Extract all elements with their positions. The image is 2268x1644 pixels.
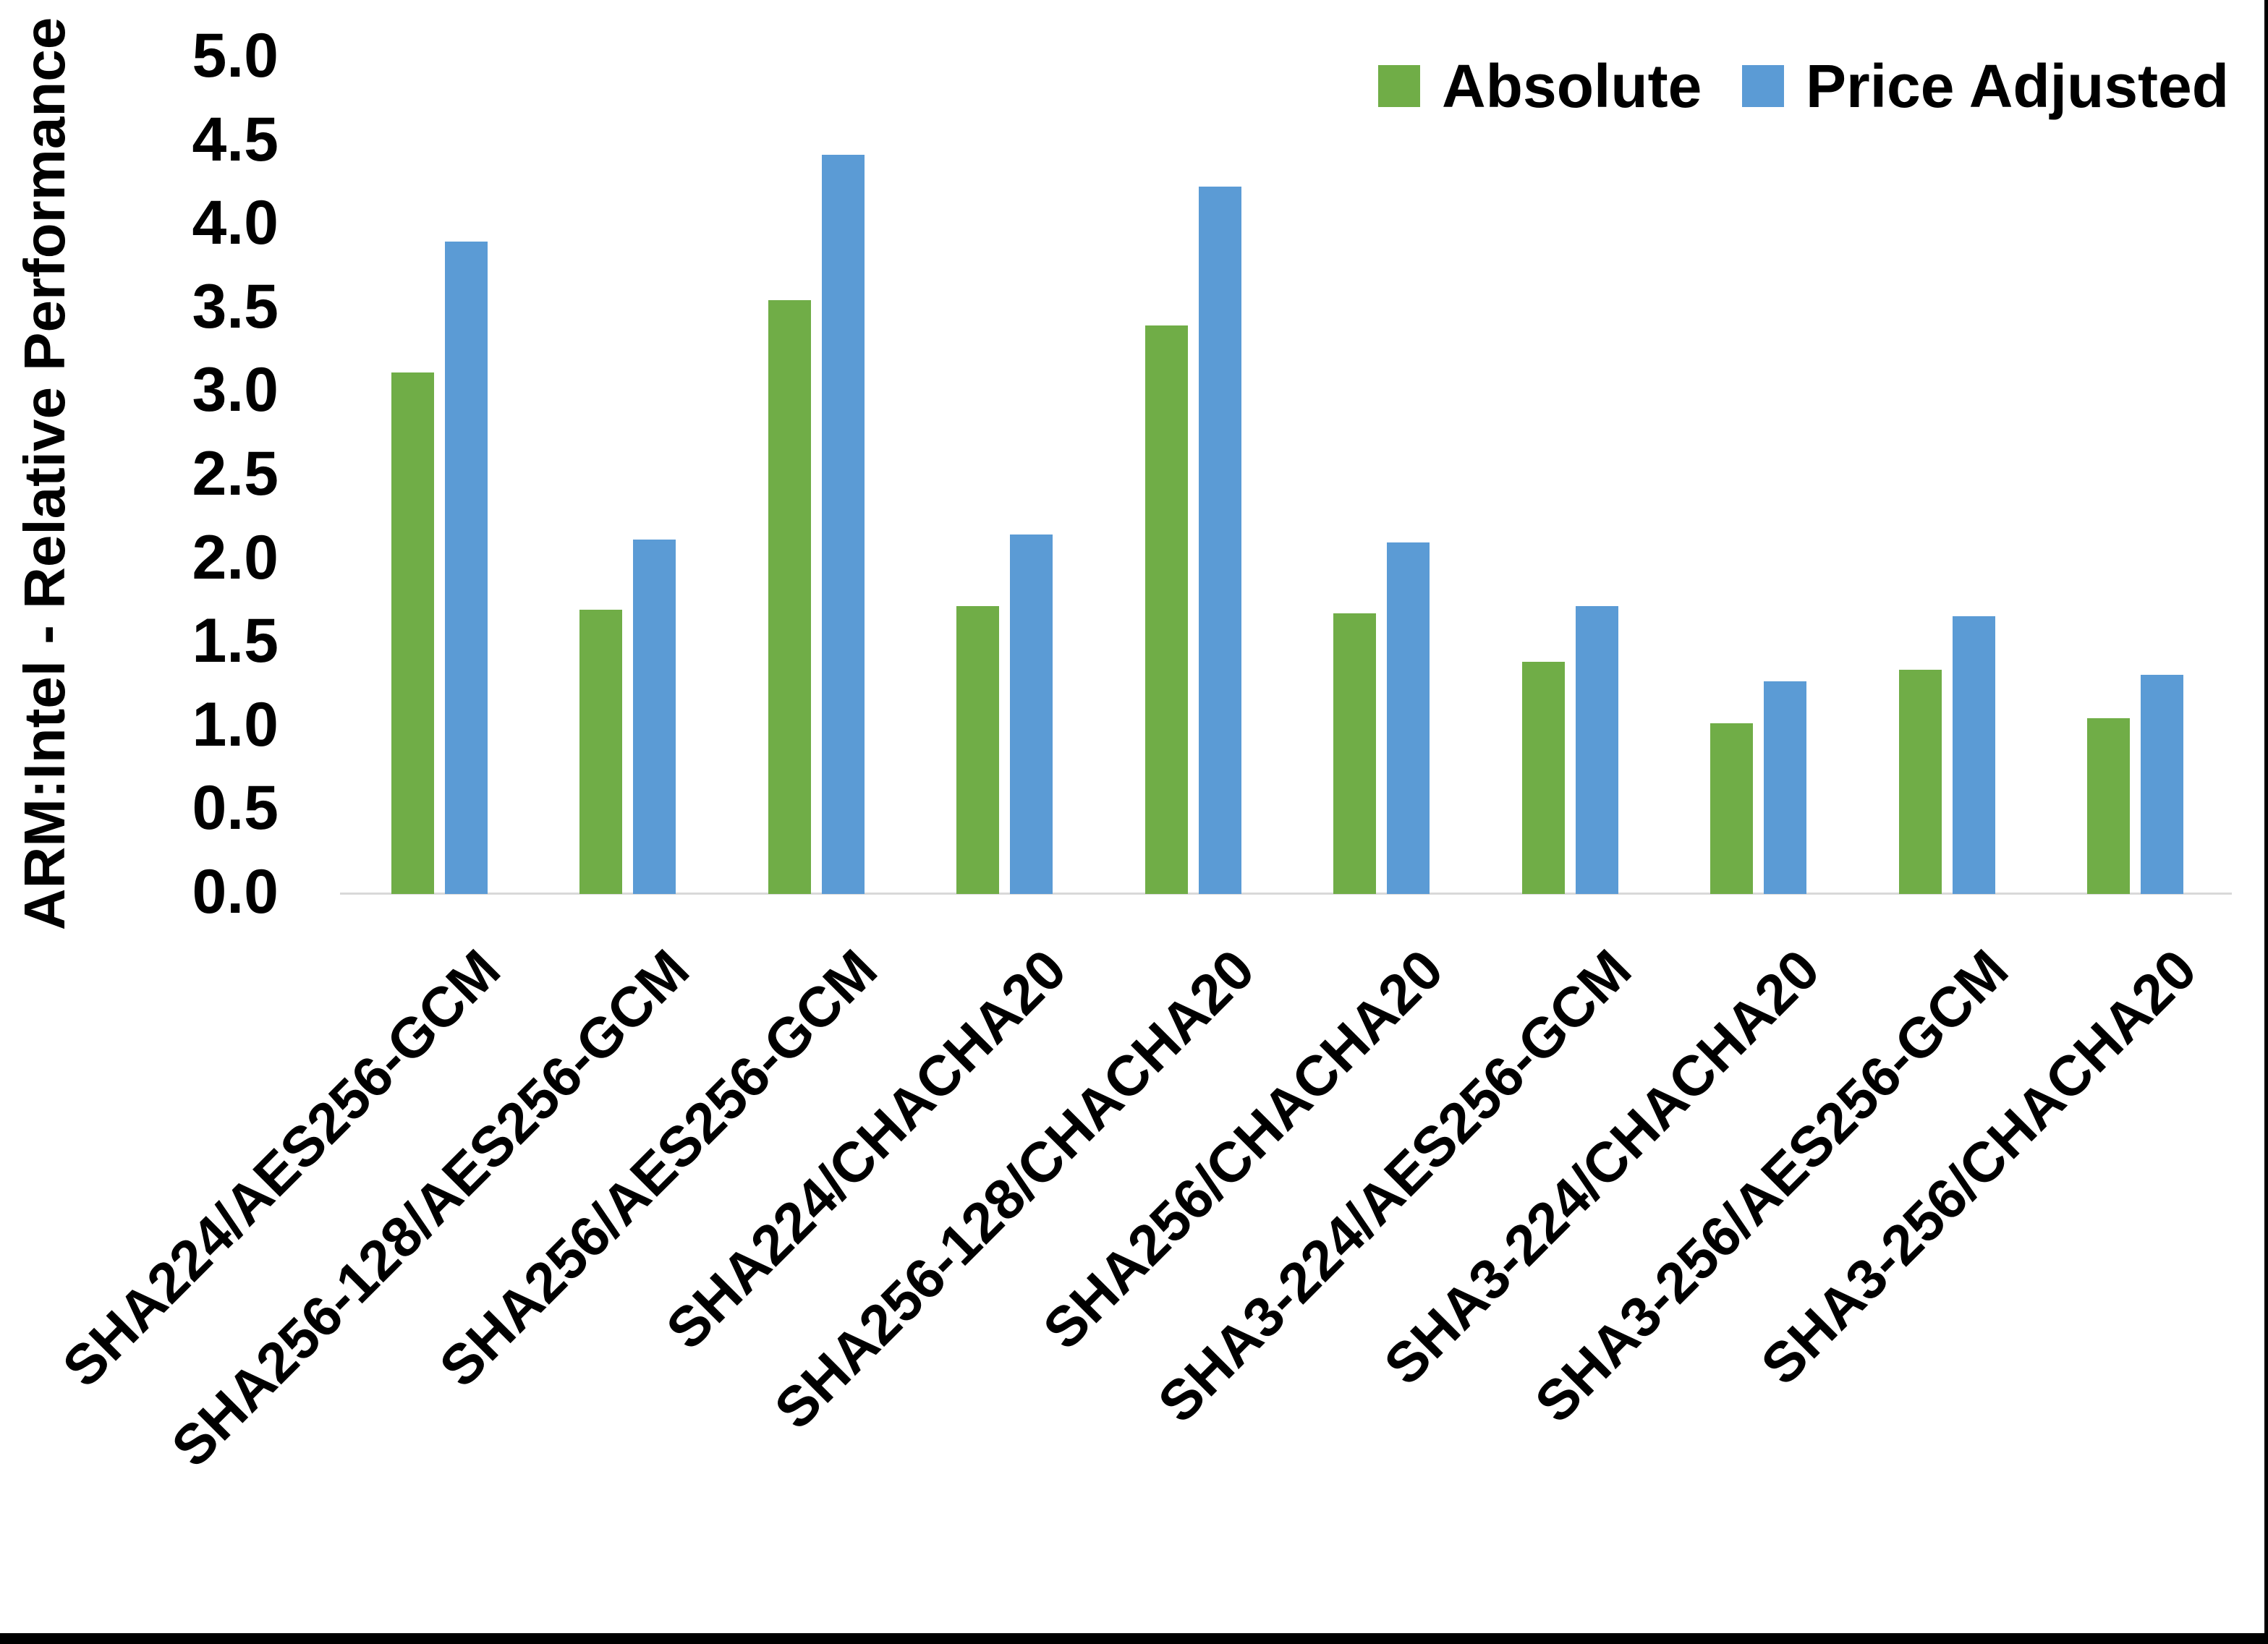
bar-absolute-SHA3-256/CHACHA20 — [2087, 718, 2130, 894]
frame-right-border — [2264, 0, 2268, 1644]
y-tick-label-2.5: 2.5 — [192, 439, 279, 508]
bar-absolute-SHA3-224/CHACHA20 — [1710, 723, 1753, 894]
bar-absolute-SHA256-128/CHACHA20 — [1145, 325, 1188, 894]
bar-price-adjusted-SHA3-256/CHACHA20 — [2141, 675, 2183, 894]
frame-bottom-border — [0, 1633, 2268, 1644]
legend-item-price-adjusted: Price Adjusted — [1742, 56, 2229, 116]
y-tick-label-4.5: 4.5 — [192, 104, 279, 174]
legend-swatch-absolute — [1378, 65, 1420, 107]
bar-absolute-SHA256-128/AES256-GCM — [579, 610, 622, 894]
bar-absolute-SHA3-256/AES256-GCM — [1899, 670, 1942, 894]
bar-price-adjusted-SHA256/AES256-GCM — [822, 155, 865, 894]
y-axis-title: ARM:Intel - Relative Performance — [12, 17, 77, 931]
legend-item-absolute: Absolute — [1378, 56, 1702, 116]
bar-absolute-SHA224/AES256-GCM — [391, 372, 434, 894]
bar-price-adjusted-SHA3-256/AES256-GCM — [1953, 616, 1995, 894]
y-tick-label-0.5: 0.5 — [192, 773, 279, 843]
legend-label-price-adjusted: Price Adjusted — [1806, 52, 2230, 120]
y-tick-label-5.0: 5.0 — [192, 21, 279, 90]
legend-label-absolute: Absolute — [1442, 52, 1702, 120]
bar-price-adjusted-SHA224/AES256-GCM — [445, 242, 488, 894]
bar-absolute-SHA256/AES256-GCM — [768, 300, 811, 894]
bar-price-adjusted-SHA256-128/AES256-GCM — [633, 540, 676, 894]
legend-swatch-price-adjusted — [1742, 65, 1784, 107]
y-tick-label-3.5: 3.5 — [192, 271, 279, 341]
y-tick-label-2.0: 2.0 — [192, 522, 279, 592]
bar-price-adjusted-SHA256-128/CHACHA20 — [1199, 187, 1241, 894]
bar-price-adjusted-SHA256/CHACHA20 — [1387, 542, 1430, 894]
bar-absolute-SHA256/CHACHA20 — [1333, 613, 1376, 894]
y-tick-label-1.0: 1.0 — [192, 689, 279, 759]
y-tick-label-4.0: 4.0 — [192, 188, 279, 258]
bar-absolute-SHA3-224/AES256-GCM — [1522, 662, 1565, 894]
bar-absolute-SHA224/CHACHA20 — [956, 606, 999, 894]
y-tick-label-3.0: 3.0 — [192, 355, 279, 425]
bar-price-adjusted-SHA224/CHACHA20 — [1010, 534, 1053, 894]
bar-price-adjusted-SHA3-224/AES256-GCM — [1576, 606, 1618, 894]
y-tick-label-1.5: 1.5 — [192, 606, 279, 676]
x-axis-line — [340, 893, 2232, 895]
bar-price-adjusted-SHA3-224/CHACHA20 — [1764, 681, 1806, 894]
y-tick-label-0.0: 0.0 — [192, 857, 279, 927]
